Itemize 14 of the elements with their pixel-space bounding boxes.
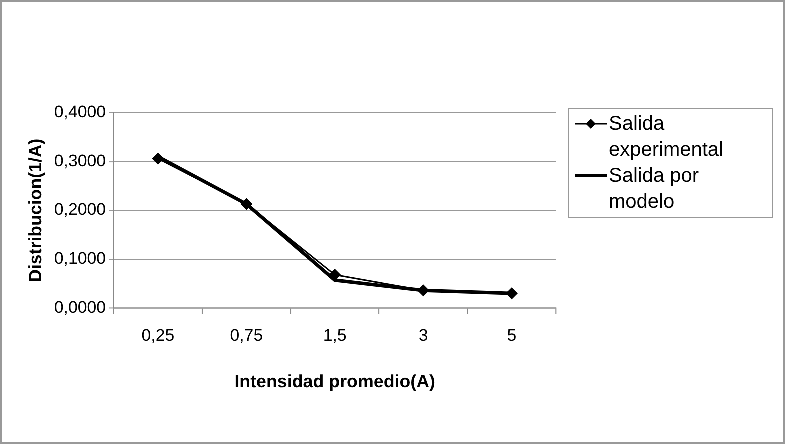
y-axis-title: Distribucion(1/A) — [26, 138, 46, 282]
y-tick-label: 0,3000 — [54, 151, 106, 170]
y-tick-label: 0,4000 — [54, 102, 106, 122]
x-tick-label: 0,75 — [230, 326, 264, 345]
x-tick-label: 1,5 — [323, 326, 347, 345]
y-tick-label: 0,0000 — [54, 298, 106, 317]
x-axis-title: Intensidad promedio(A) — [234, 372, 436, 392]
x-tick-label: 5 — [507, 326, 517, 345]
legend-label: Salida experimental — [609, 112, 725, 163]
legend-label: Salida por modelo — [609, 164, 700, 215]
x-tick-label: 0,25 — [142, 326, 175, 345]
x-tick-label: 3 — [418, 326, 428, 345]
y-tick-label: 0,2000 — [54, 200, 106, 220]
y-tick-label: 0,1000 — [54, 249, 106, 268]
